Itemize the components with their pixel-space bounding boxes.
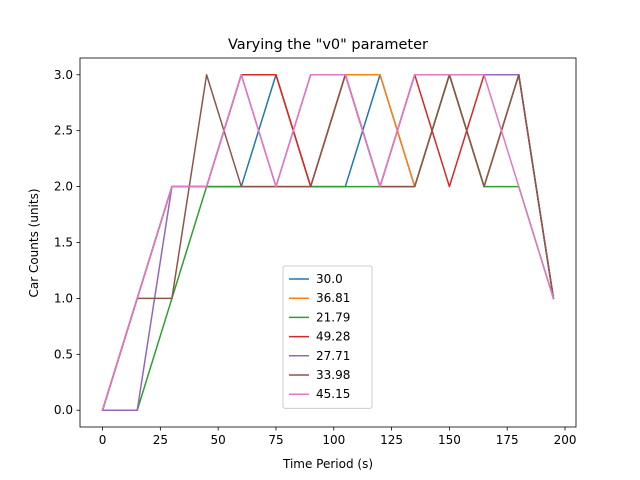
legend-entry-label: 36.81 xyxy=(316,291,350,305)
x-axis-label: Time Period (s) xyxy=(282,457,373,471)
legend-entry-label: 21.79 xyxy=(316,310,350,324)
y-tick-label: 2.0 xyxy=(54,180,73,194)
x-tick-label: 50 xyxy=(211,433,226,447)
legend-entry-label: 30.0 xyxy=(316,272,343,286)
x-tick-label: 75 xyxy=(268,433,283,447)
x-axis-ticks: 0 25 50 75 100 125 150 175 200 xyxy=(99,427,577,447)
legend-entry-label: 49.28 xyxy=(316,330,350,344)
series-lines xyxy=(101,74,555,412)
series-line-5 xyxy=(101,74,555,412)
plot-area: 0 25 50 75 100 125 150 175 200 0.0 0.5 1.0 1.5 2.0 2.5… xyxy=(54,57,577,447)
x-tick-label: 100 xyxy=(322,433,345,447)
x-tick-label: 200 xyxy=(554,433,577,447)
y-tick-label: 1.5 xyxy=(54,236,73,250)
legend: 30.0 36.81 21.79 49.28 27.71 33.98 45.15 xyxy=(282,265,373,409)
y-axis-label: Car Counts (units) xyxy=(27,188,41,297)
legend-entry-label: 45.15 xyxy=(316,387,350,401)
y-tick-label: 0.5 xyxy=(54,347,73,361)
x-tick-label: 150 xyxy=(438,433,461,447)
legend-box xyxy=(282,265,373,409)
x-tick-label: 125 xyxy=(380,433,403,447)
x-tick-label: 25 xyxy=(153,433,168,447)
x-tick-label: 175 xyxy=(496,433,519,447)
y-tick-label: 2.5 xyxy=(54,124,73,138)
legend-entry-label: 33.98 xyxy=(316,368,350,382)
y-tick-label: 1.0 xyxy=(54,291,73,305)
y-tick-label: 0.0 xyxy=(54,403,73,417)
y-tick-label: 3.0 xyxy=(54,68,73,82)
series-line-6 xyxy=(101,74,555,412)
chart-title: Varying the "v0" parameter xyxy=(228,37,428,53)
legend-entry-label: 27.71 xyxy=(316,349,350,363)
y-axis-ticks: 0.0 0.5 1.0 1.5 2.0 2.5 3.0 xyxy=(54,68,80,417)
x-tick-label: 0 xyxy=(99,433,107,447)
